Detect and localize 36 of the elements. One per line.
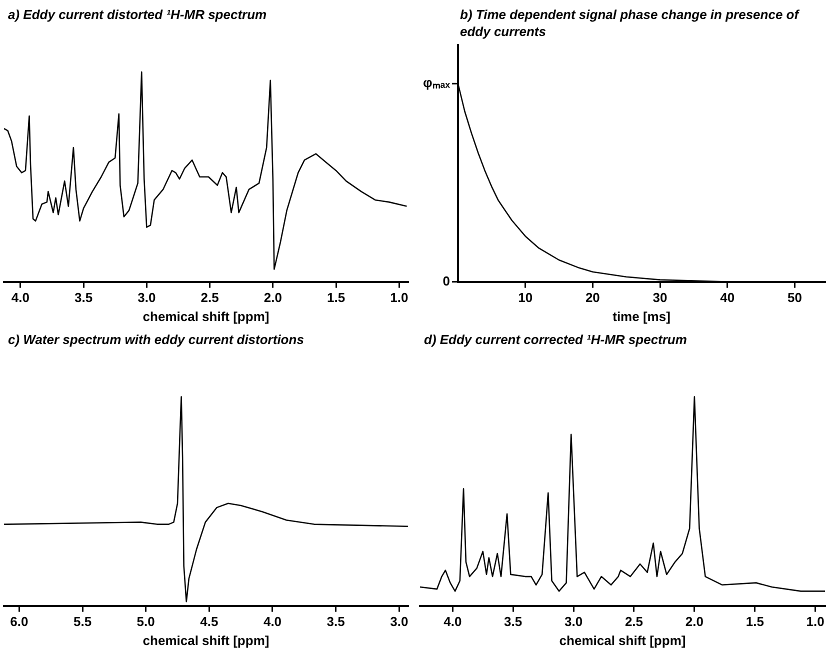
x-tick-label: 10 xyxy=(518,290,533,306)
x-tick-label: 4.0 xyxy=(444,614,462,630)
chart-title: a) Eddy current distorted ¹H-MR spectrum xyxy=(8,6,268,23)
x-tick-label: 3.5 xyxy=(74,290,93,306)
x-tick-label: 40 xyxy=(720,290,735,306)
x-tick-label: 2.5 xyxy=(624,614,644,630)
x-tick-label: 3.5 xyxy=(504,614,522,630)
x-tick-label: 6.0 xyxy=(10,614,28,630)
x-axis-title: chemical shift [ppm] xyxy=(559,632,686,648)
x-tick-label: 3.5 xyxy=(326,614,345,630)
x-axis-title: chemical shift [ppm] xyxy=(142,308,270,324)
x-axis-title: time [ms] xyxy=(612,308,670,324)
x-tick-label: 4.5 xyxy=(200,614,218,630)
x-tick-label: 3.0 xyxy=(564,614,583,630)
chart-title: c) Water spectrum with eddy current distortions xyxy=(8,331,305,348)
x-tick-label: 5.0 xyxy=(136,614,155,630)
x-tick-label: 4.0 xyxy=(263,614,282,630)
x-axis-title: chemical shift [ppm] xyxy=(142,632,270,648)
chart-title: b) Time dependent signal phase change in presence of eddy currents xyxy=(460,6,800,40)
x-tick-label: 5.5 xyxy=(73,614,92,630)
text: φₘₐₓ xyxy=(423,75,450,90)
x-tick-label: 2.5 xyxy=(200,290,219,306)
x-tick-label: 30 xyxy=(652,290,668,306)
x-tick-label: 3.0 xyxy=(138,290,156,306)
x-tick-label: 1.5 xyxy=(746,614,764,630)
x-tick-label: 3.0 xyxy=(390,614,408,630)
x-tick-label: 2.0 xyxy=(264,290,282,306)
chart-title: d) Eddy current corrected ¹H-MR spectrum xyxy=(424,331,688,348)
x-tick-label: 20 xyxy=(585,290,600,306)
x-tick-label: 4.0 xyxy=(11,290,30,306)
x-tick-label: 1.5 xyxy=(327,290,346,306)
text: 0 xyxy=(442,273,450,288)
x-tick-label: 1.0 xyxy=(806,614,824,630)
x-tick-label: 2.0 xyxy=(685,614,704,630)
x-tick-label: 50 xyxy=(787,290,802,306)
x-tick-label: 1.0 xyxy=(390,290,408,306)
